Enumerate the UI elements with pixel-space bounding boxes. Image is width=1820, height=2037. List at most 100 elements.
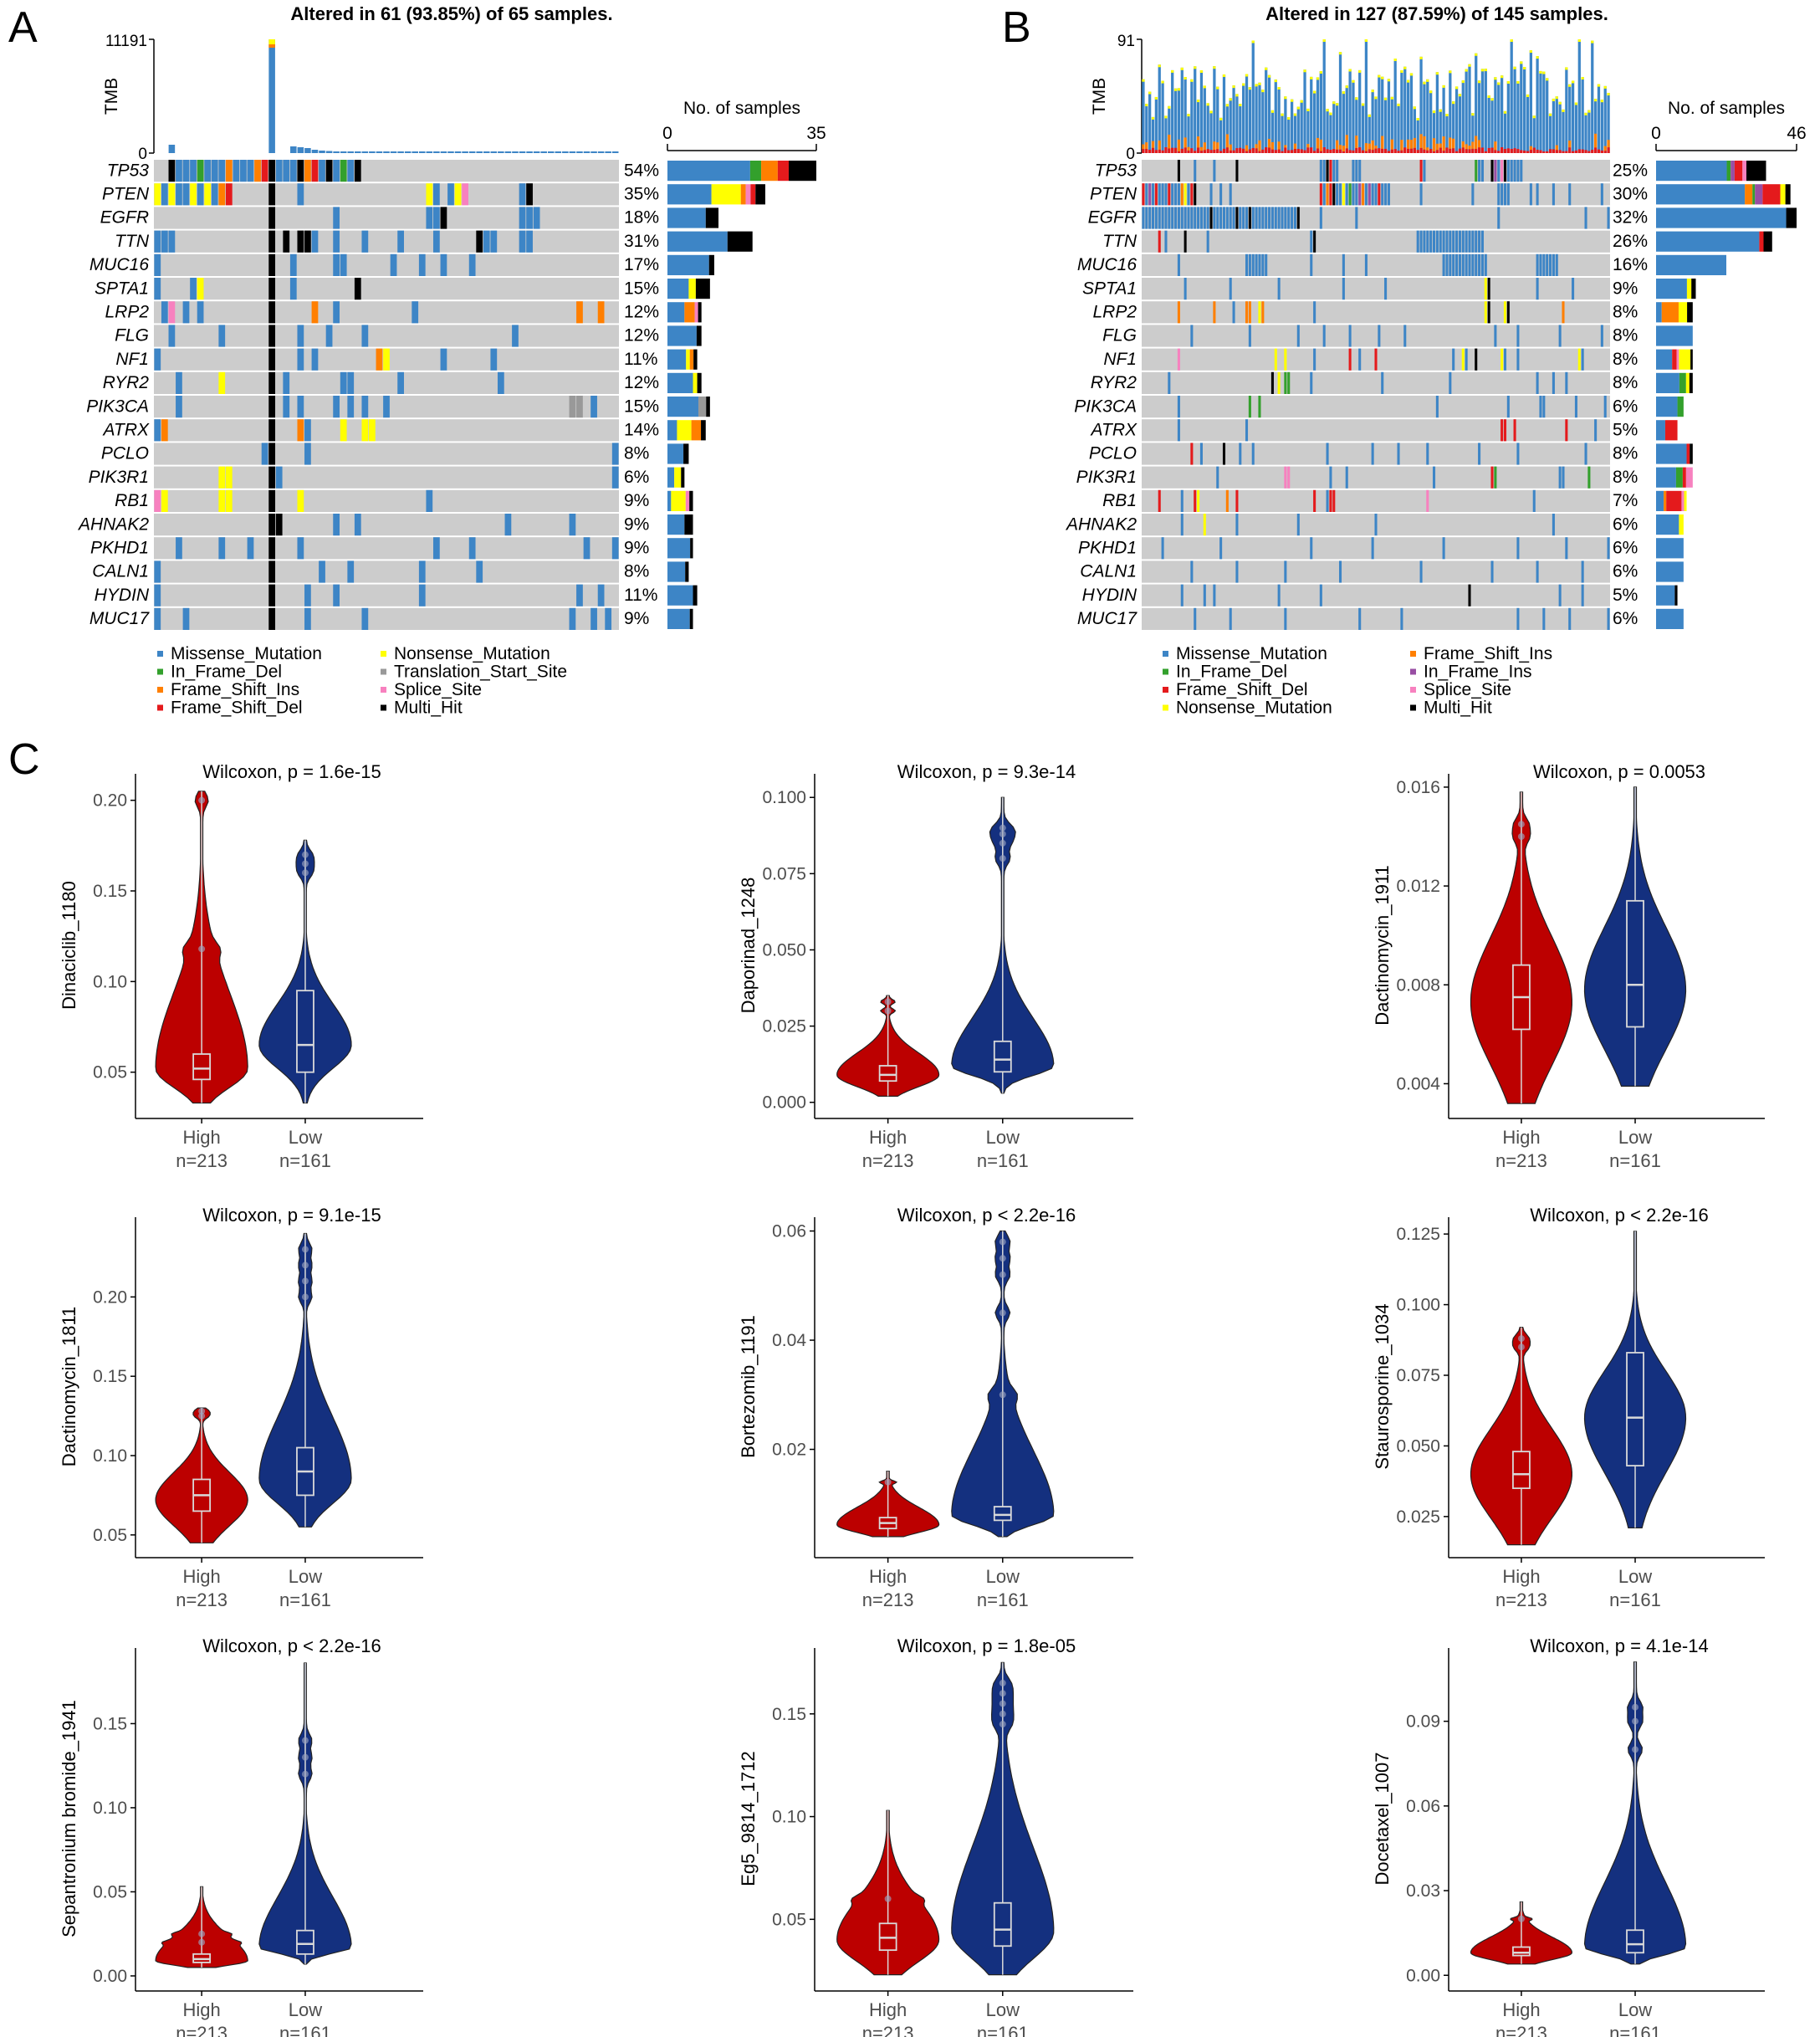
- oncoplot-row-background: [154, 514, 619, 536]
- tmb-bar-segment: [1381, 148, 1384, 153]
- mutation-cell: [297, 419, 304, 442]
- mutation-cell: [1381, 183, 1384, 206]
- sample-count-bar-segment: [1656, 443, 1687, 464]
- outlier-point: [999, 1271, 1006, 1278]
- mutation-cell: [1384, 183, 1388, 206]
- mutation-cell: [1423, 160, 1426, 182]
- tmb-bar: [1500, 75, 1504, 153]
- tmb-bar-segment: [1199, 70, 1204, 74]
- x-tick-label: High: [182, 1566, 220, 1587]
- sample-count-bar-segment: [749, 161, 762, 182]
- mutation-cell: [233, 160, 240, 182]
- tmb-bar-segment: [1287, 150, 1291, 153]
- tmb-bar-segment: [1390, 149, 1393, 153]
- y-tick-label: 0.10: [93, 972, 127, 991]
- mutation-cell: [1449, 230, 1452, 253]
- mutation-cell: [1268, 207, 1271, 229]
- sample-count-bar-segment: [697, 372, 702, 393]
- mutation-cell: [1387, 183, 1390, 206]
- mutation-cell: [1426, 489, 1429, 512]
- mutation-cell: [1284, 560, 1287, 583]
- mutation-cell: [1148, 207, 1152, 229]
- tmb-bar: [1532, 115, 1536, 153]
- tmb-bar-segment: [1465, 144, 1468, 150]
- tmb-bar-segment: [1546, 151, 1549, 153]
- oncoplot-row-background: [154, 607, 619, 630]
- mutation-cell: [1270, 207, 1274, 229]
- box-iqr: [993, 1901, 1012, 1947]
- violin-plot: Wilcoxon, p = 0.00530.0040.0080.0120.016…: [1372, 761, 1765, 1171]
- mutation-cell: [468, 537, 476, 560]
- mutation-cell: [1552, 514, 1555, 536]
- tmb-bar-segment: [1306, 147, 1310, 153]
- percent-label: 25%: [1613, 161, 1648, 180]
- mutation-cell: [1284, 466, 1287, 489]
- tmb-bar: [1542, 71, 1546, 153]
- mutation-cell: [1355, 183, 1358, 206]
- mutation-cell: [176, 537, 182, 560]
- mutation-cell: [1607, 207, 1610, 229]
- tmb-bar-segment: [1265, 147, 1268, 153]
- x-tick-label: High: [1502, 1999, 1540, 2020]
- tmb-bar: [1477, 80, 1481, 153]
- mutation-cell: [1184, 183, 1187, 206]
- legend-label: Frame_Shift_Del: [1176, 680, 1308, 699]
- sample-count-bar-segment: [677, 420, 692, 441]
- mutation-cell: [1478, 230, 1481, 253]
- tmb-bar-segment: [1293, 148, 1297, 153]
- mutation-cell: [1291, 207, 1294, 229]
- mutation-cell: [218, 537, 226, 560]
- tmb-bar-segment: [1361, 150, 1365, 153]
- tmb-bar-segment: [1562, 151, 1565, 153]
- mutation-cell: [168, 160, 176, 182]
- y-tick-label: 0.05: [772, 1910, 806, 1929]
- tmb-bar-segment: [1574, 150, 1578, 153]
- mutation-cell: [1439, 230, 1442, 253]
- mutation-cell: [1506, 301, 1510, 324]
- mutation-cell: [1348, 183, 1352, 206]
- mutation-cell: [383, 396, 390, 418]
- tmb-bar: [1381, 76, 1384, 153]
- mutation-cell: [182, 301, 190, 324]
- tmb-bar-segment: [1475, 148, 1478, 153]
- tmb-bar: [333, 151, 340, 153]
- x-tick-label: Low: [986, 1127, 1020, 1148]
- tmb-bar: [418, 151, 426, 153]
- mutation-cell: [240, 160, 247, 182]
- tmb-bar-segment: [1364, 151, 1368, 153]
- tmb-bar-segment: [1426, 79, 1429, 82]
- gene-label: MUC17: [1077, 609, 1138, 628]
- percent-label: 12%: [624, 303, 659, 322]
- panel-label-a: A: [8, 3, 38, 52]
- sample-count-bar-segment: [667, 490, 672, 511]
- gene-label: MUC16: [1077, 255, 1138, 274]
- mutation-cell: [1177, 253, 1180, 276]
- tmb-bar-segment: [1497, 151, 1500, 153]
- mutation-cell: [268, 396, 276, 418]
- oncoplot-row-background: [1142, 443, 1610, 465]
- bar-axis-tick-label: 0: [662, 124, 672, 143]
- mutation-cell: [1319, 183, 1322, 206]
- tmb-bar-segment: [1248, 87, 1252, 90]
- mutation-cell: [1326, 489, 1329, 512]
- legend-label: Splice_Site: [1424, 680, 1511, 699]
- sample-count-bar-segment: [667, 207, 706, 228]
- tmb-bar: [1322, 39, 1326, 153]
- tmb-bar: [1503, 110, 1507, 153]
- y-axis-label: Dactinomycin_1911: [1372, 865, 1393, 1026]
- tmb-max-label: 91: [1117, 33, 1135, 50]
- tmb-bar: [462, 151, 468, 153]
- tmb-bar-segment: [1374, 148, 1378, 153]
- mutation-cell: [1345, 183, 1348, 206]
- gene-label: SPTA1: [95, 279, 149, 298]
- tmb-bar-segment: [1290, 150, 1294, 153]
- y-axis-label: Bortezomib_1191: [738, 1315, 759, 1458]
- tmb-bar-segment: [1225, 104, 1229, 107]
- mutation-cell: [1190, 207, 1194, 229]
- legend-swatch: [157, 704, 163, 711]
- tmb-bar-segment: [1458, 148, 1462, 153]
- sample-count-bar-segment: [1656, 349, 1673, 370]
- violin-plot: Wilcoxon, p = 9.1e-150.050.100.150.20Dac…: [59, 1205, 423, 1610]
- mutation-cell: [1197, 489, 1200, 512]
- outlier-point: [999, 1710, 1006, 1717]
